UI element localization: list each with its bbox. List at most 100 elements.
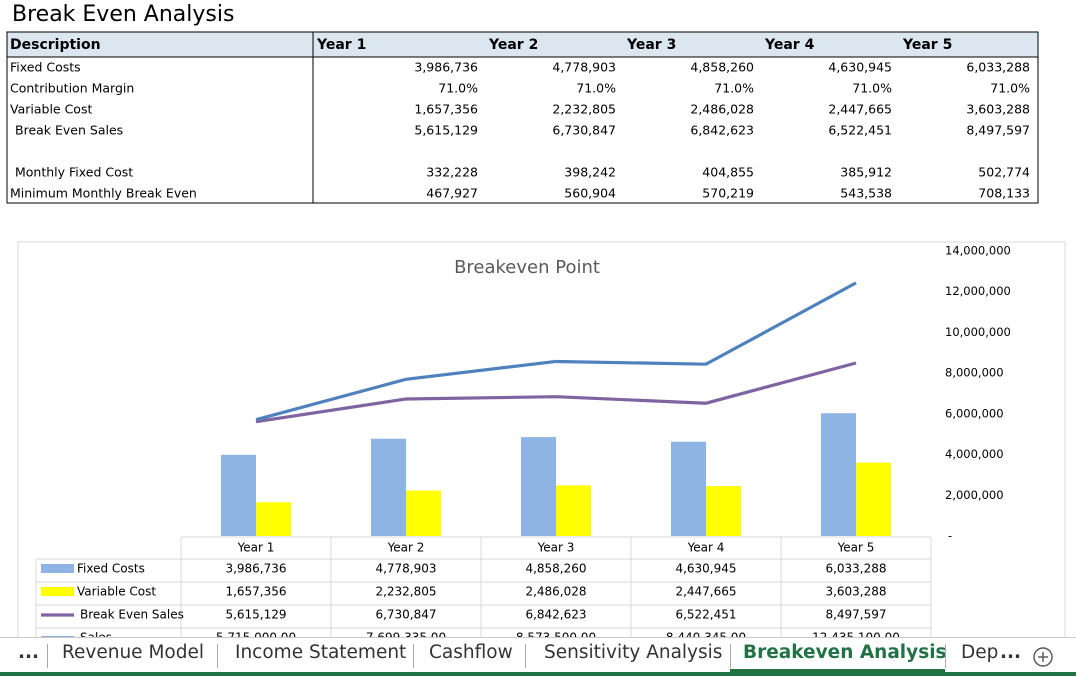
legend-label: Variable Cost [77,585,156,599]
tabs-more-right[interactable]: ... [1000,642,1022,663]
legend-label: Fixed Costs [77,562,145,576]
cell: 332,228 [426,165,478,180]
x-tick-label: Year 4 [687,541,725,555]
bar [221,454,256,536]
row-label: Monthly Fixed Cost [15,165,133,180]
tabs-more-left[interactable]: ... [18,642,40,663]
data-table-cell: 2,486,028 [525,585,586,599]
header-cell: Year 3 [626,37,676,53]
sheet-tab[interactable]: Sensitivity Analysis [544,642,723,663]
bar [821,413,856,536]
data-table-cell: 4,778,903 [375,562,436,576]
active-tab-bg [730,638,945,672]
data-table-cell: 12,435,100.00 [812,631,900,638]
header-cell: Year 4 [764,37,815,53]
y-tick-label: 10,000,000 [945,325,1011,339]
cell: 2,447,665 [828,102,892,117]
bar [406,490,441,536]
y-tick-label: 4,000,000 [945,447,1004,461]
add-sheet-icon[interactable] [1032,646,1054,668]
table-border [6,31,1039,204]
header-cell: Year 2 [488,37,538,53]
data-table-cell: 8,497,597 [825,608,886,622]
chart-title: Breakeven Point [454,257,600,278]
data-table-cell: 7,699,335.00 [366,631,446,638]
cell: 6,730,847 [552,123,616,138]
data-table-cell: 5,615,129 [225,608,286,622]
sheet: Break Even Analysis Breakeven Point Desc… [6,2,1066,638]
bar [371,438,406,536]
bar [856,462,891,536]
cell: 543,538 [840,186,892,201]
cell: 570,219 [702,186,754,201]
row-label: Variable Cost [10,102,92,117]
cell: 385,912 [840,165,892,180]
cell: 398,242 [564,165,616,180]
cell: 708,133 [978,186,1030,201]
cell: 3,603,288 [966,102,1030,117]
cell: 3,986,736 [414,60,478,75]
cell: 71.0% [438,81,478,96]
tab-bar-line [0,672,1076,676]
cell: 560,904 [564,186,616,201]
legend-key [41,564,74,573]
y-tick-label: 12,000,000 [945,284,1011,298]
cell: 4,858,260 [690,60,754,75]
data-table-cell: 8,573,500.00 [516,631,596,638]
data-table-cell: 4,858,260 [525,562,586,576]
cell: 4,778,903 [552,60,616,75]
cell: 1,657,356 [414,102,478,117]
x-tick-label: Year 2 [387,541,425,555]
cell: 5,615,129 [414,123,478,138]
data-table-cell: 5,715,000.00 [216,631,296,638]
tab-separator [525,644,526,668]
data-table-cell: 3,986,736 [225,562,286,576]
x-tick-label: Year 3 [537,541,575,555]
cell: 502,774 [978,165,1030,180]
tab-separator [47,644,48,668]
header-row [6,31,1039,58]
sheet-tab[interactable]: Revenue Model [62,642,204,663]
line [255,361,857,424]
row-label: Fixed Costs [10,60,81,75]
bar [521,437,556,536]
cell: 6,842,623 [690,123,754,138]
header-cell: Description [10,37,101,53]
data-table-cell: 1,657,356 [225,585,286,599]
data-table-cell: 2,447,665 [675,585,736,599]
sheet-tabs: ... Revenue Model Income Statement Cashflow… [0,637,1076,676]
sheet-tab[interactable]: Cashflow [429,642,513,663]
data-table-cell: 6,033,288 [825,562,886,576]
tab-separator [945,644,946,668]
row-label: Break Even Sales [15,123,123,138]
active-tab[interactable]: Breakeven Analysis [743,642,947,663]
y-tick-label: 6,000,000 [945,406,1004,420]
tab-separator [217,644,218,668]
tab-separator [730,644,731,668]
row-label: Minimum Monthly Break Even [10,186,197,201]
sheet-tab[interactable]: Dep [961,642,999,663]
cell: 2,232,805 [552,102,616,117]
data-table-cell: 6,730,847 [375,608,436,622]
y-tick-label: 2,000,000 [945,488,1004,502]
row-label: Contribution Margin [10,81,134,96]
data-table-cell: 6,522,451 [675,608,736,622]
sheet-tab[interactable]: Income Statement [235,642,407,663]
x-tick-label: Year 5 [837,541,875,555]
header-cell: Year 1 [316,37,366,53]
cell: 8,497,597 [966,123,1030,138]
legend-key [41,587,74,596]
data-table-cell: 2,232,805 [375,585,436,599]
bar [256,502,291,536]
data-table-cell: 4,630,945 [675,562,736,576]
sheet-title: Break Even Analysis [12,2,234,27]
cell: 71.0% [990,81,1030,96]
data-table-cell: 8,440,345.00 [666,631,746,638]
x-tick-label: Year 1 [237,541,275,555]
bar [706,486,741,536]
y-tick-label: - [948,529,952,543]
data-table-cell: 3,603,288 [825,585,886,599]
cell: 71.0% [852,81,892,96]
cell: 6,033,288 [966,60,1030,75]
